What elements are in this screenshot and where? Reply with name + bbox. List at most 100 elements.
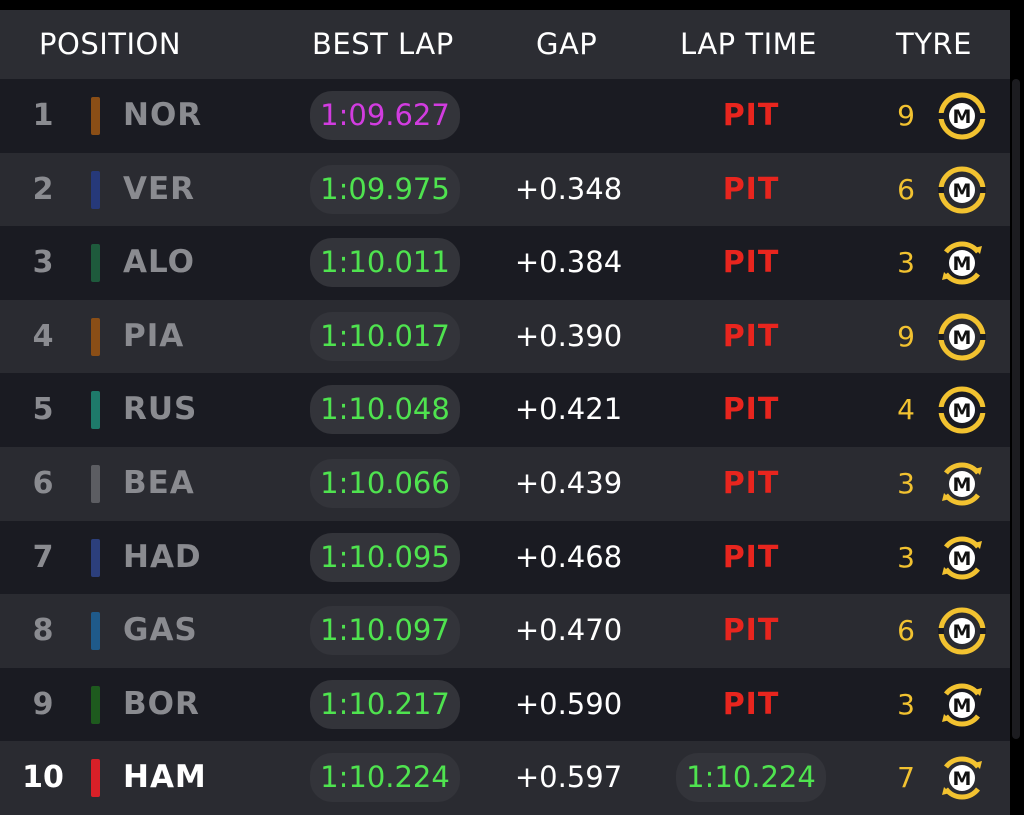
tyre-compound-letter: M [953,621,972,643]
table-row[interactable]: 10 HAM 1:10.224 +0.597 1:10.224 7 M [0,741,1010,815]
position-number: 3 [32,245,54,281]
best-lap-time: 1:10.017 [310,311,460,361]
best-lap-time: 1:10.011 [310,238,460,288]
tyre-laps: 6 [897,614,915,648]
pit-status: PIT [722,98,780,133]
best-lap-time: 1:10.066 [310,458,460,508]
table-row[interactable]: 8 GAS 1:10.097 +0.470 PIT 6 M [0,594,1010,668]
tyre-laps: 4 [897,393,915,427]
pit-status: PIT [722,171,780,207]
header-tyre[interactable]: TYRE [896,27,972,61]
table-row[interactable]: 2 VER 1:09.975 +0.348 PIT 6 M [0,152,1010,227]
gap-value: +0.390 [514,318,623,353]
team-color-bar [91,170,100,209]
driver-code[interactable]: GAS [123,612,198,649]
tyre-compound-letter: M [953,695,972,717]
pit-status: PIT [722,613,780,649]
driver-code[interactable]: VER [123,170,196,207]
position-number: 5 [32,392,54,428]
gap-value: +0.597 [514,760,623,795]
gap-value: +0.590 [514,686,623,721]
gap-value: +0.421 [514,392,623,427]
tyre-compound-letter: M [953,180,972,202]
tyre-laps: 6 [897,172,915,206]
tyre-laps: 9 [897,319,915,353]
team-color-bar [91,317,100,356]
table-row[interactable]: 3 ALO 1:10.011 +0.384 PIT 3 M [0,226,1010,300]
tyre-laps: 3 [897,246,915,280]
tyre-compound-letter: M [953,400,972,422]
table-row[interactable]: 1 NOR 1:09.627 PIT 9 M [0,79,1010,153]
driver-code[interactable]: HAM [123,759,207,796]
gap-value: +0.439 [514,465,623,500]
team-color-bar [91,244,100,283]
best-lap-time: 1:10.217 [310,679,460,729]
team-color-bar [91,391,100,430]
medium-tyre-used-icon: M [942,683,982,727]
lap-time: 1:10.224 [676,753,826,803]
medium-tyre-icon: M [938,92,986,140]
medium-tyre-icon: M [938,313,986,361]
driver-code[interactable]: HAD [123,538,202,575]
team-color-bar [91,97,100,135]
pit-status: PIT [722,245,780,281]
position-number: 2 [32,171,54,207]
header-position[interactable]: POSITION [39,27,182,61]
medium-tyre-icon: M [938,607,986,655]
position-number: 8 [32,613,54,649]
gap-value: +0.470 [514,613,623,648]
driver-code[interactable]: ALO [123,244,195,281]
position-number: 7 [32,539,54,575]
pit-status: PIT [722,318,780,354]
header-gap[interactable]: GAP [536,27,598,61]
header-best-lap[interactable]: BEST LAP [312,27,454,61]
best-lap-time: 1:10.048 [310,385,460,435]
pit-status: PIT [722,465,780,501]
tyre-compound-letter: M [953,253,972,275]
tyre-compound-letter: M [953,106,972,128]
driver-code[interactable]: BOR [123,685,200,722]
timing-table: 1 NOR 1:09.627 PIT 9 M 2 VER 1:09.975 +0.348 PIT 6 M… [0,79,1010,815]
best-lap-time: 1:10.097 [310,606,460,656]
tyre-laps: 7 [897,761,915,795]
top-edge [0,0,1024,10]
table-row[interactable]: 7 HAD 1:10.095 +0.468 PIT 3 M [0,520,1010,595]
medium-tyre-used-icon: M [942,462,982,506]
position-number: 9 [32,686,54,722]
best-lap-time: 1:09.627 [310,91,460,140]
table-row[interactable]: 6 BEA 1:10.066 +0.439 PIT 3 M [0,446,1010,521]
driver-code[interactable]: PIA [123,317,185,354]
gap-value [500,79,637,152]
driver-code[interactable]: BEA [123,464,195,501]
header-lap-time[interactable]: LAP TIME [680,27,817,61]
pit-status: PIT [722,392,780,428]
gap-value: +0.384 [514,245,623,280]
position-number: 1 [32,98,54,133]
pit-status: PIT [722,686,780,722]
medium-tyre-used-icon: M [942,536,982,580]
pit-status: PIT [722,539,780,575]
tyre-compound-letter: M [953,327,972,349]
table-header: POSITION BEST LAP GAP LAP TIME TYRE [0,10,1010,79]
gap-value: +0.348 [514,171,623,206]
table-row[interactable]: 9 BOR 1:10.217 +0.590 PIT 3 M [0,667,1010,742]
tyre-compound-letter: M [953,474,972,496]
best-lap-time: 1:10.224 [310,753,460,803]
tyre-laps: 3 [897,687,915,721]
best-lap-time: 1:10.095 [310,532,460,582]
tyre-compound-letter: M [953,768,972,790]
tyre-compound-letter: M [953,548,972,570]
tyre-laps: 3 [897,466,915,500]
team-color-bar [91,685,100,724]
medium-tyre-icon: M [938,166,986,214]
table-row[interactable]: 5 RUS 1:10.048 +0.421 PIT 4 M [0,373,1010,447]
medium-tyre-icon: M [938,386,986,434]
tyre-laps: 3 [897,540,915,574]
table-row[interactable]: 4 PIA 1:10.017 +0.390 PIT 9 M [0,299,1010,374]
team-color-bar [91,538,100,577]
position-number: 6 [32,465,54,501]
team-color-bar [91,759,100,798]
driver-code[interactable]: RUS [123,391,198,428]
scrollbar-thumb[interactable] [1012,79,1020,739]
driver-code[interactable]: NOR [123,97,203,133]
